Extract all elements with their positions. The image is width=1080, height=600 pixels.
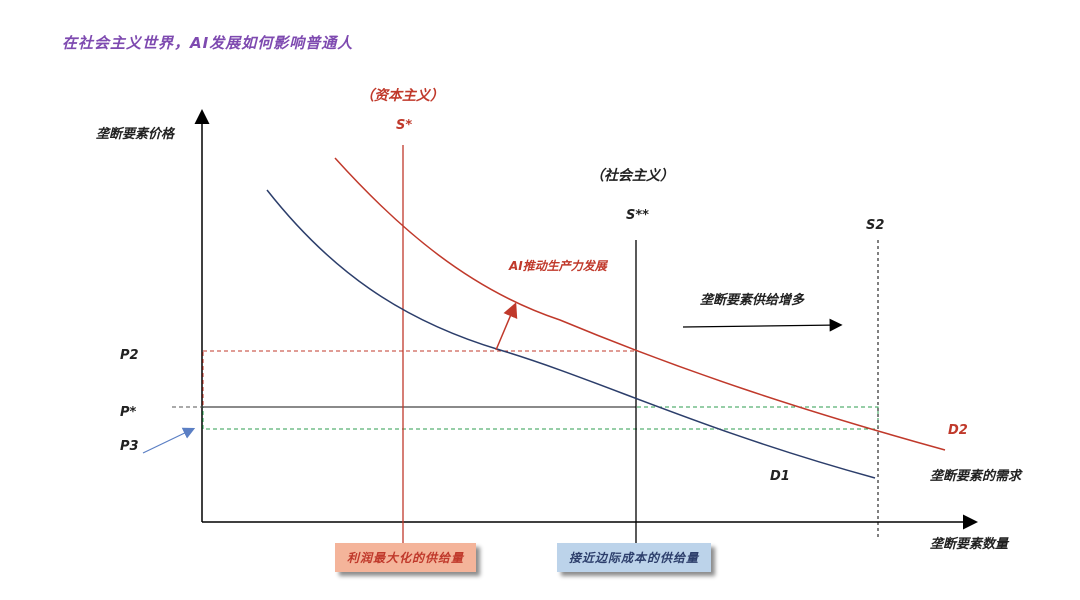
profit-max-box: 利润最大化的供给量 [335,543,477,572]
demand-axis-label: 垄断要素的需求 [930,468,1023,484]
s-star2-label: S** [626,208,649,223]
p2-rectangle [202,350,637,408]
y-axis-label: 垄断要素价格 [96,126,176,142]
p-star-label: P* [120,405,137,420]
d2-label: D2 [948,423,968,438]
d1-curve [266,189,876,479]
ai-growth-label: AI推动生产力发展 [508,259,609,273]
p3-arrow [142,427,196,454]
supply-increase-arrow [682,318,843,332]
socialism-label: （社会主义） [590,167,674,184]
marginal-cost-box: 接近边际成本的供给量 [557,543,712,572]
p3-label: P3 [120,439,139,454]
page-title: 在社会主义世界，AI发展如何影响普通人 [62,34,354,52]
capitalism-label: （资本主义） [360,87,444,104]
p3-rectangle [202,406,879,430]
s2-label: S2 [866,218,884,233]
supply-up-label: 垄断要素供给增多 [700,292,805,308]
p2-label: P2 [120,348,139,363]
s-star-label: S* [396,118,412,133]
d2-curve [334,157,946,451]
x-axis-label: 垄断要素数量 [930,536,1010,552]
d1-label: D1 [770,469,790,484]
ai-shift-arrow [495,302,518,351]
